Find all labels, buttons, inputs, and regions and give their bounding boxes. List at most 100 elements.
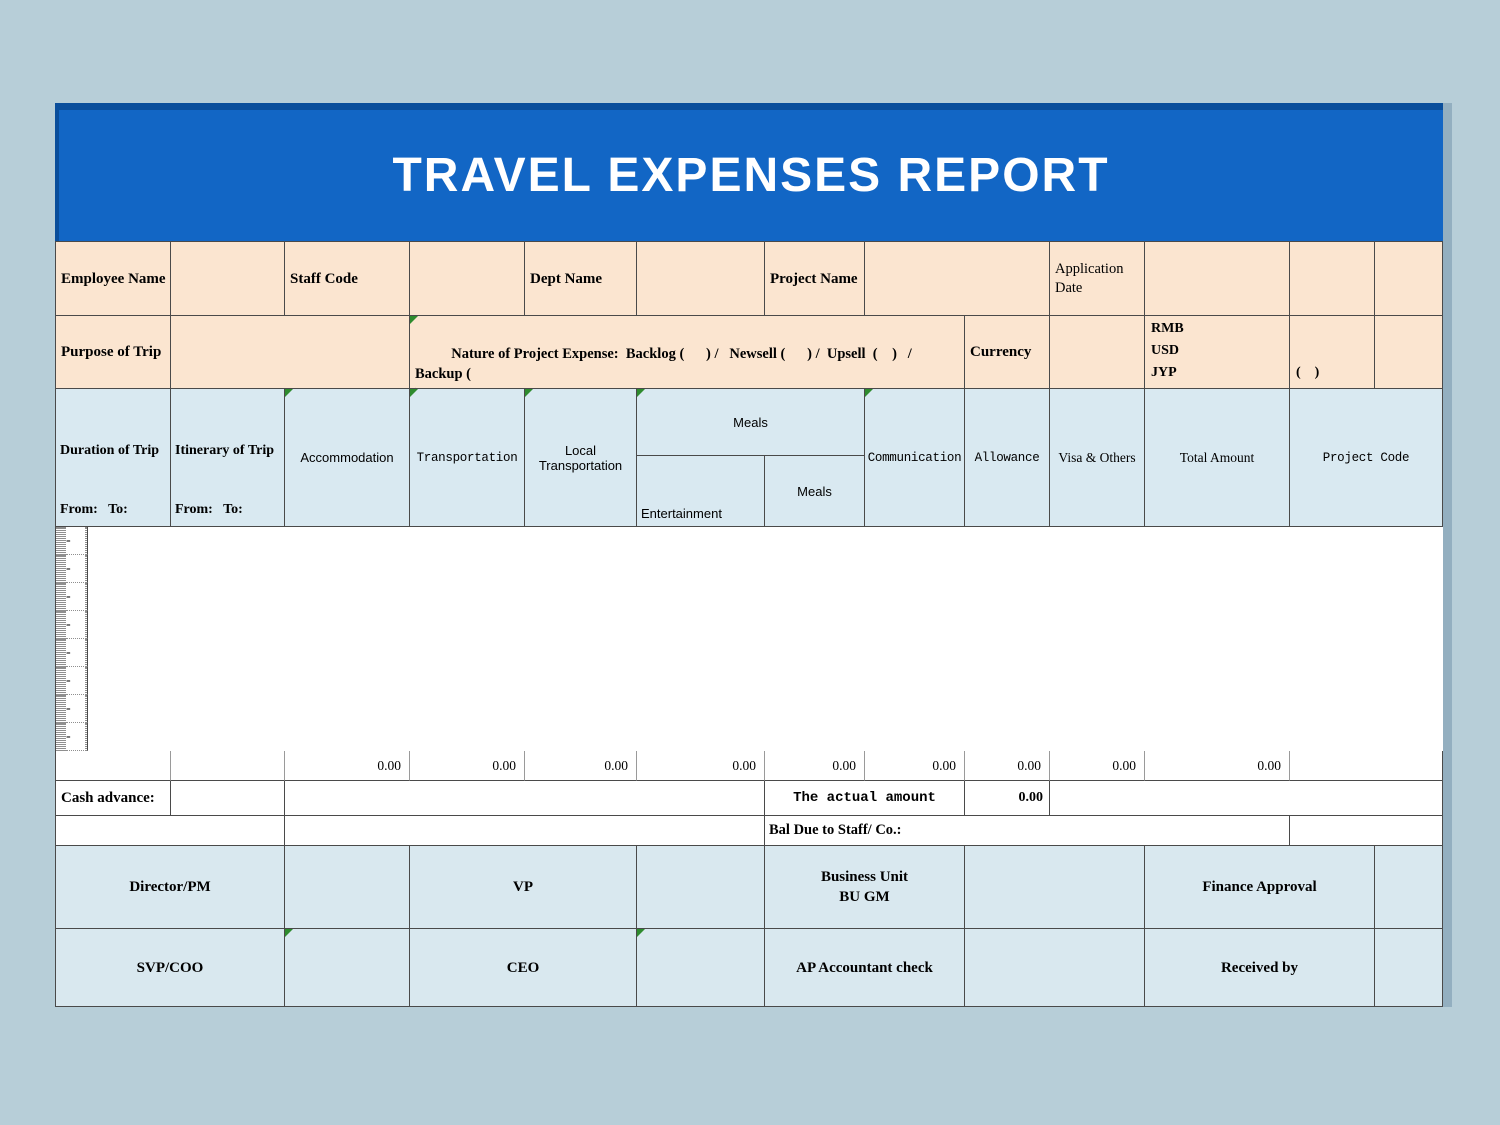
cell-accommodation[interactable] [58, 667, 59, 695]
cell-meals[interactable] [62, 555, 63, 583]
cell-project-code-end[interactable] [86, 583, 88, 611]
cell-meals[interactable] [62, 583, 63, 611]
cell-visa-others[interactable] [65, 583, 66, 611]
cell-visa-others[interactable] [65, 611, 66, 639]
cell-project-code-end[interactable] [86, 639, 88, 667]
vp-signature-cell[interactable] [637, 846, 765, 929]
cell-local-transportation[interactable] [60, 527, 61, 555]
cell-itinerary[interactable] [57, 723, 58, 751]
cell-communication[interactable] [63, 695, 64, 723]
cell-itinerary[interactable] [57, 555, 58, 583]
cell-meals[interactable] [62, 611, 63, 639]
cell-transportation[interactable] [59, 611, 60, 639]
cell-duration[interactable] [56, 695, 57, 723]
total-meals[interactable]: 0.00 [765, 751, 865, 781]
cell-entertainment[interactable] [61, 611, 62, 639]
info-blank-cell-2[interactable] [1375, 242, 1443, 316]
cell-allowance[interactable] [64, 695, 65, 723]
staff-code-input-cell[interactable] [410, 242, 525, 316]
cell-meals[interactable] [62, 667, 63, 695]
nature-of-expense-cell[interactable]: Nature of Project Expense: Backlog ( ) /… [410, 316, 965, 389]
cell-duration[interactable] [56, 667, 57, 695]
cell-accommodation[interactable] [58, 695, 59, 723]
cell-allowance[interactable] [64, 583, 65, 611]
cell-communication[interactable] [63, 611, 64, 639]
cell-project-code-end[interactable] [86, 667, 88, 695]
cell-communication[interactable] [63, 667, 64, 695]
cell-communication[interactable] [63, 723, 64, 751]
cell-accommodation[interactable] [58, 611, 59, 639]
cell-entertainment[interactable] [61, 667, 62, 695]
ceo-signature-cell[interactable] [637, 929, 765, 1007]
cell-project-code[interactable] [85, 639, 87, 667]
project-name-input-cell[interactable] [865, 242, 1050, 316]
cell-allowance[interactable] [64, 527, 65, 555]
cell-local-transportation[interactable] [60, 695, 61, 723]
cell-transportation[interactable] [59, 583, 60, 611]
currency-codes-cell[interactable]: RMB USD JYP [1145, 316, 1290, 389]
cell-duration[interactable] [56, 611, 57, 639]
cell-meals[interactable] [62, 527, 63, 555]
cell-visa-others[interactable] [65, 723, 66, 751]
cell-duration[interactable] [56, 583, 57, 611]
cell-allowance[interactable] [64, 555, 65, 583]
cell-visa-others[interactable] [65, 667, 66, 695]
cell-entertainment[interactable] [61, 723, 62, 751]
purpose-of-trip-input-cell[interactable] [171, 316, 410, 389]
cell-project-code[interactable] [85, 723, 87, 751]
cell-visa-others[interactable] [65, 527, 66, 555]
cell-accommodation[interactable] [58, 723, 59, 751]
svp-coo-signature-cell[interactable] [285, 929, 410, 1007]
cell-total-amount[interactable]: - [66, 583, 86, 611]
cell-project-code[interactable] [85, 667, 87, 695]
dept-name-input-cell[interactable] [637, 242, 765, 316]
cell-project-code-end[interactable] [86, 555, 88, 583]
cell-project-code-end[interactable] [86, 611, 88, 639]
cell-transportation[interactable] [59, 527, 60, 555]
cell-allowance[interactable] [64, 611, 65, 639]
cell-accommodation[interactable] [58, 555, 59, 583]
cell-total-amount[interactable]: - [66, 723, 86, 751]
cell-meals[interactable] [62, 695, 63, 723]
cell-total-amount[interactable]: - [66, 695, 86, 723]
cell-local-transportation[interactable] [60, 583, 61, 611]
cell-project-code-end[interactable] [86, 695, 88, 723]
cell-duration[interactable] [56, 527, 57, 555]
cell-total-amount[interactable]: - [66, 527, 86, 555]
bal-due-mid-blank-cell[interactable] [285, 816, 765, 846]
total-transportation[interactable]: 0.00 [410, 751, 525, 781]
received-by-signature-cell[interactable] [1375, 929, 1443, 1007]
cell-communication[interactable] [63, 639, 64, 667]
cell-transportation[interactable] [59, 723, 60, 751]
actual-amount-value[interactable]: 0.00 [965, 781, 1050, 816]
cash-advance-right-blank-cell[interactable] [1050, 781, 1443, 816]
cell-allowance[interactable] [64, 639, 65, 667]
cell-transportation[interactable] [59, 667, 60, 695]
cell-accommodation[interactable] [58, 639, 59, 667]
cell-itinerary[interactable] [57, 695, 58, 723]
cell-entertainment[interactable] [61, 583, 62, 611]
cell-project-code-end[interactable] [86, 723, 88, 751]
total-visa-others[interactable]: 0.00 [1050, 751, 1145, 781]
cell-project-code[interactable] [85, 555, 87, 583]
purpose-blank-cell[interactable] [1375, 316, 1443, 389]
cell-itinerary[interactable] [57, 639, 58, 667]
cell-transportation[interactable] [59, 639, 60, 667]
cell-local-transportation[interactable] [60, 723, 61, 751]
cell-allowance[interactable] [64, 667, 65, 695]
cell-transportation[interactable] [59, 695, 60, 723]
cell-accommodation[interactable] [58, 583, 59, 611]
cell-transportation[interactable] [59, 555, 60, 583]
currency-input-cell[interactable] [1050, 316, 1145, 389]
cell-local-transportation[interactable] [60, 667, 61, 695]
totals-blank-project-code[interactable] [1290, 751, 1443, 781]
totals-blank-itinerary[interactable] [171, 751, 285, 781]
total-amount-sum[interactable]: 0.00 [1145, 751, 1290, 781]
cell-project-code[interactable] [85, 583, 87, 611]
cell-total-amount[interactable]: - [66, 639, 86, 667]
bal-due-right-blank-cell[interactable] [1290, 816, 1443, 846]
cell-project-code-end[interactable] [86, 527, 88, 555]
cell-total-amount[interactable]: - [66, 667, 86, 695]
cell-meals[interactable] [62, 723, 63, 751]
total-accommodation[interactable]: 0.00 [285, 751, 410, 781]
